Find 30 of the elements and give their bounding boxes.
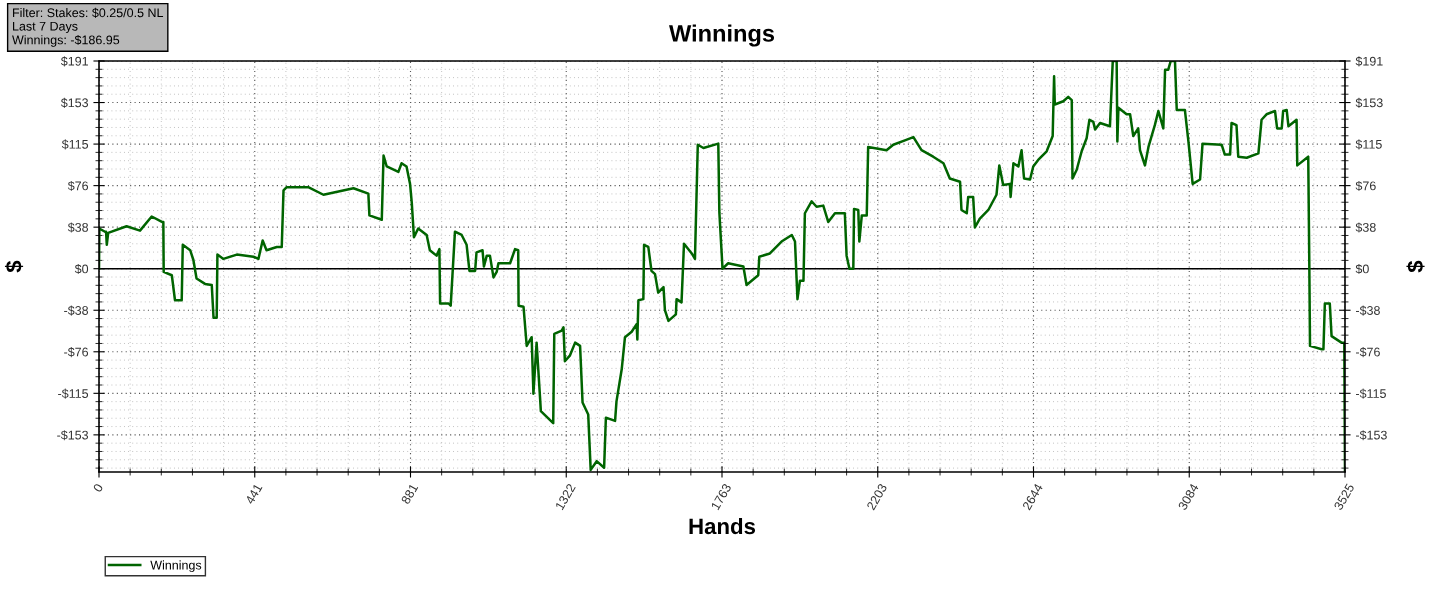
y-tick-label: -$76	[64, 347, 89, 358]
y-tick-label: -$38	[64, 305, 89, 316]
y2-tick-label: $38	[1355, 222, 1376, 233]
y2-tick-label: -$115	[1355, 388, 1386, 399]
y-tick-label: -$115	[58, 388, 89, 399]
y-tick-label: $153	[60, 97, 89, 108]
x-tick-label: 0	[92, 483, 104, 493]
y2-tick-label: $0	[1355, 263, 1369, 275]
y-tick-label: $76	[67, 180, 89, 192]
y-axis-title: $	[4, 260, 24, 273]
y2-axis-title: $	[1406, 260, 1425, 273]
x-tick-label: 881	[400, 483, 419, 505]
y-tick-label: $38	[67, 222, 89, 233]
y2-tick-label: $153	[1355, 97, 1383, 108]
chart-title: Winnings	[669, 24, 775, 47]
y-tick-label: $191	[60, 56, 88, 67]
y2-tick-label: -$153	[1355, 430, 1387, 441]
legend-label: Winnings	[150, 560, 202, 572]
y2-tick-label: $115	[1355, 139, 1382, 150]
text: Filter: Stakes: $0.25/0.5 NL Last 7 Days Winnings: -$186.95	[12, 7, 164, 47]
y2-tick-label: -$76	[1355, 347, 1380, 358]
y2-tick-label: -$38	[1355, 305, 1380, 316]
line-series	[99, 61, 1345, 472]
y2-tick-label: $76	[1355, 180, 1376, 192]
y-tick-label: $115	[61, 139, 89, 150]
y-tick-label: -$153	[57, 430, 89, 441]
y-tick-label: $0	[74, 263, 89, 275]
x-axis-title: Hands	[689, 517, 756, 535]
x-tick-label: 441	[245, 483, 263, 505]
y2-tick-label: $191	[1355, 56, 1383, 67]
